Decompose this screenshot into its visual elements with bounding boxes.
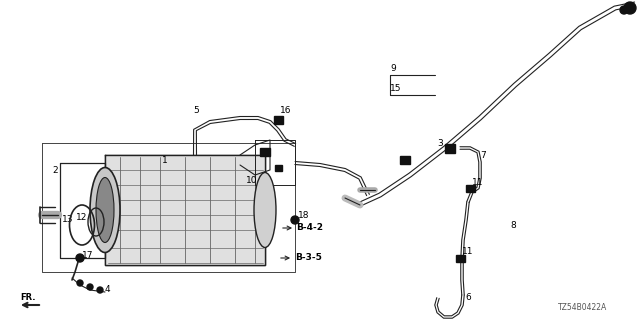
Text: 16: 16 <box>280 106 291 115</box>
Text: B-3-5: B-3-5 <box>295 253 322 262</box>
FancyBboxPatch shape <box>105 155 265 265</box>
Text: 5: 5 <box>193 106 199 115</box>
Text: TZ54B0422A: TZ54B0422A <box>558 303 607 313</box>
Text: 10: 10 <box>246 175 257 185</box>
Text: 7: 7 <box>480 150 486 159</box>
Circle shape <box>97 287 103 293</box>
Circle shape <box>620 6 628 14</box>
Bar <box>273 116 282 124</box>
Text: FR.: FR. <box>20 292 35 301</box>
Bar <box>260 148 270 156</box>
Bar <box>445 143 455 153</box>
Text: 9: 9 <box>390 63 396 73</box>
Circle shape <box>624 2 636 14</box>
Bar <box>275 165 282 171</box>
Bar <box>400 156 410 164</box>
Text: 2: 2 <box>52 165 58 174</box>
Ellipse shape <box>90 167 120 252</box>
Ellipse shape <box>254 172 276 247</box>
Text: 11: 11 <box>462 247 474 257</box>
Bar <box>456 254 465 261</box>
Text: 14: 14 <box>260 190 271 199</box>
Text: 12: 12 <box>76 213 88 222</box>
Bar <box>465 185 474 191</box>
Circle shape <box>76 254 84 262</box>
Circle shape <box>87 284 93 290</box>
Text: 15: 15 <box>390 84 401 92</box>
Text: 6: 6 <box>465 293 471 302</box>
Text: 18: 18 <box>298 211 310 220</box>
Text: 8: 8 <box>510 220 516 229</box>
Text: B-4-2: B-4-2 <box>296 223 323 233</box>
Text: 3: 3 <box>437 139 443 148</box>
Text: 4: 4 <box>105 285 111 294</box>
Text: 17: 17 <box>82 251 93 260</box>
Circle shape <box>291 216 299 224</box>
Circle shape <box>77 280 83 286</box>
Polygon shape <box>105 155 265 265</box>
Text: 11: 11 <box>472 178 483 187</box>
Text: 1: 1 <box>162 156 168 164</box>
Ellipse shape <box>96 178 114 243</box>
Text: 13: 13 <box>62 215 74 225</box>
